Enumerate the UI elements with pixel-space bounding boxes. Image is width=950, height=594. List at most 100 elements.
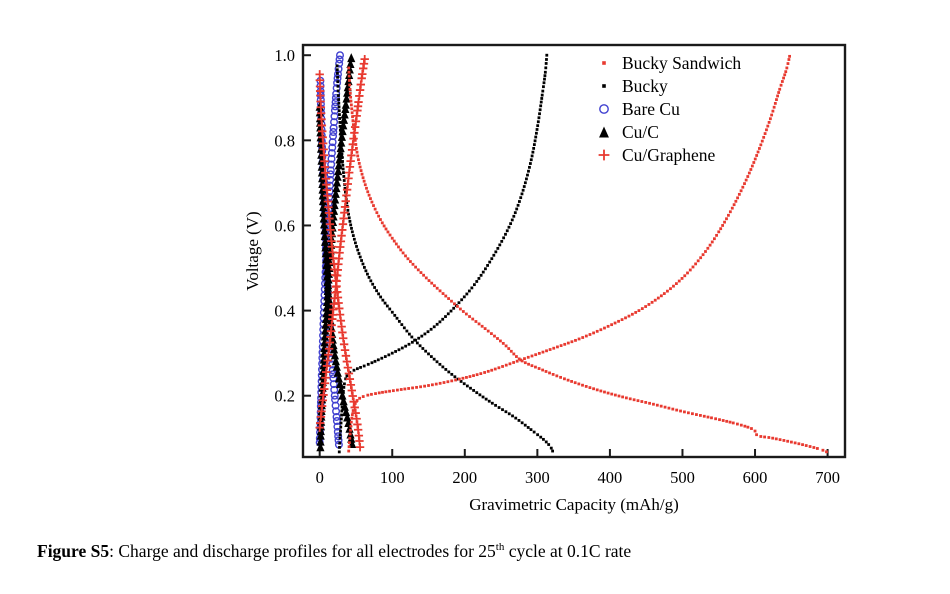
marker-square [516,203,520,207]
marker-triangle [322,308,331,318]
marker-square [444,294,448,298]
marker-square [699,414,702,417]
marker-square [347,212,350,216]
marker-triangle [341,407,351,417]
marker-square [347,74,351,78]
marker-square [364,269,368,273]
marker-square [347,449,351,453]
marker-circle [332,89,341,98]
marker-square [713,237,716,241]
marker-square [336,84,340,88]
marker-square [350,107,354,111]
marker-square [358,255,362,259]
marker-square [345,201,349,205]
marker-square [387,353,391,357]
marker-square [779,83,783,87]
marker-square [347,70,351,74]
marker-square [509,349,513,353]
marker-square [441,292,445,295]
marker-square [384,390,388,394]
marker-square [783,73,787,77]
marker-square [394,350,397,353]
marker-square [396,388,399,392]
marker-plus [349,397,358,406]
marker-triangle [323,276,332,286]
marker-square [521,188,525,192]
marker-square [340,409,344,413]
marker-triangle [325,299,334,309]
marker-square [559,375,563,379]
marker-square [361,395,365,398]
marker-square [481,395,485,399]
marker-square [381,390,384,394]
x-axis-label: Gravimetric Capacity (mAh/g) [469,495,679,514]
marker-square [541,368,545,372]
marker-square [744,178,748,182]
marker-square [699,256,703,260]
marker-square [529,158,533,162]
marker-square [441,317,445,321]
legend-item-bucky-sandwich: Bucky Sandwich [602,53,741,73]
marker-square [339,144,343,148]
legend-item-cu-graphene: Cu/Graphene [598,145,716,165]
marker-plus [351,408,360,418]
marker-square [358,396,362,400]
marker-triangle [319,207,328,217]
marker-square [342,179,346,182]
marker-square [536,120,540,124]
marker-square [458,307,462,311]
marker-square [648,401,651,405]
marker-square [725,217,728,221]
marker-square [419,271,423,274]
marker-square [509,222,513,226]
marker-square [441,365,445,369]
marker-square [348,436,352,440]
marker-square [347,216,351,220]
marker-square [517,357,521,361]
marker-square [435,286,439,290]
marker-square [453,302,456,306]
marker-square [691,265,695,269]
marker-square [497,366,501,370]
marker-square [424,276,428,280]
marker-square [380,356,384,360]
marker-triangle [324,288,333,298]
marker-square [544,66,548,70]
marker-square [367,193,371,197]
marker-square [446,312,450,316]
marker-square [341,163,345,167]
marker-square [338,128,342,132]
marker-square [540,93,544,97]
marker-square [373,207,377,211]
marker-square [450,372,454,376]
marker-circle [329,128,338,137]
marker-triangle [318,173,327,183]
marker-square [570,380,573,383]
marker-square [339,140,343,144]
marker-square [383,355,387,358]
marker-square [449,309,453,313]
marker-square [450,379,454,383]
marker-square [695,413,698,416]
marker-triangle [342,93,351,103]
marker-triangle [320,331,330,341]
marker-plus [355,442,365,452]
marker-triangle [341,99,350,109]
marker-square [674,282,678,286]
marker-square [539,104,543,108]
marker-square [788,54,791,58]
marker-square [348,219,352,223]
marker-square [390,236,394,240]
marker-triangle [334,160,343,170]
marker-square [706,415,710,419]
marker-square [728,420,732,424]
marker-square [721,419,725,422]
marker-square [366,393,370,397]
marker-square [438,289,442,293]
marker-square [369,279,373,283]
marker-square [342,385,346,389]
marker-square [492,253,496,257]
marker-triangle [320,236,330,246]
marker-square [470,286,474,290]
marker-square [523,357,526,361]
